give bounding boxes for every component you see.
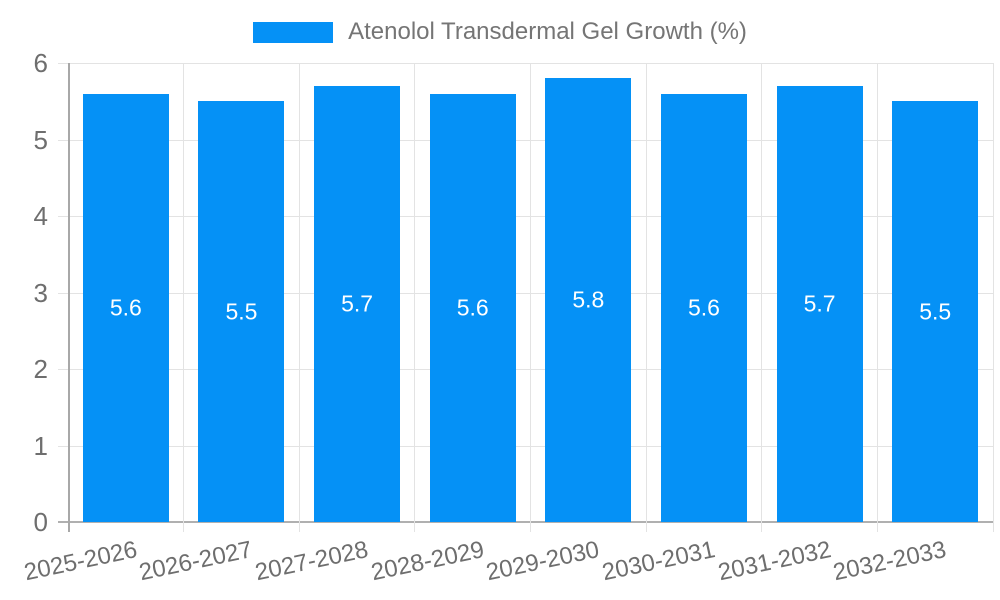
x-gridline <box>645 63 647 532</box>
bar-2031-2032[interactable] <box>776 85 863 522</box>
bar-2029-2030[interactable] <box>545 78 632 522</box>
y-axis-line <box>68 63 70 532</box>
bar-value-label: 5.8 <box>572 286 605 313</box>
legend-swatch <box>253 21 334 43</box>
bar-value-label: 5.5 <box>919 298 952 325</box>
x-gridline <box>876 63 878 532</box>
x-gridline <box>414 63 416 532</box>
x-gridline <box>761 63 763 532</box>
y-tick-label: 3 <box>33 277 48 308</box>
y-gridline <box>58 369 993 370</box>
legend-label: Atenolol Transdermal Gel Growth (%) <box>348 18 747 45</box>
y-tick-label: 1 <box>33 430 48 461</box>
y-tick-label: 5 <box>33 124 48 155</box>
y-gridline <box>58 139 993 141</box>
x-gridline <box>183 63 185 532</box>
bar-value-label: 5.7 <box>341 290 374 317</box>
y-tick-label: 4 <box>33 201 48 231</box>
bar-2028-2029[interactable] <box>429 93 516 522</box>
x-gridline <box>992 63 994 532</box>
bar-value-label: 5.7 <box>803 290 836 317</box>
x-axis-line <box>58 521 993 523</box>
bar-2027-2028[interactable] <box>314 85 401 522</box>
y-tick-label: 6 <box>33 48 48 78</box>
x-gridline <box>530 63 531 532</box>
chart-legend[interactable]: Atenolol Transdermal Gel Growth (%) <box>0 18 1000 46</box>
bar-2026-2027[interactable] <box>198 101 285 522</box>
y-tick-label: 2 <box>33 354 48 384</box>
bar-value-label: 5.6 <box>687 294 720 321</box>
bar-value-label: 5.6 <box>109 294 142 321</box>
y-tick-label: 0 <box>33 507 48 537</box>
x-gridline <box>298 63 300 532</box>
plot-area: 0 1 2 3 4 5 6 5.6 2025-2026 5.5 2026-2027 5.7 2027-2… <box>22 48 994 586</box>
bar-value-label: 5.6 <box>456 294 489 321</box>
bar-2032-2033[interactable] <box>892 101 979 522</box>
y-gridline <box>58 445 993 447</box>
y-gridline <box>58 63 993 64</box>
y-gridline <box>58 292 993 294</box>
bar-2030-2031[interactable] <box>660 93 747 522</box>
bar-2025-2026[interactable] <box>82 93 169 522</box>
y-gridline <box>58 216 993 217</box>
bar-value-label: 5.5 <box>225 298 258 325</box>
